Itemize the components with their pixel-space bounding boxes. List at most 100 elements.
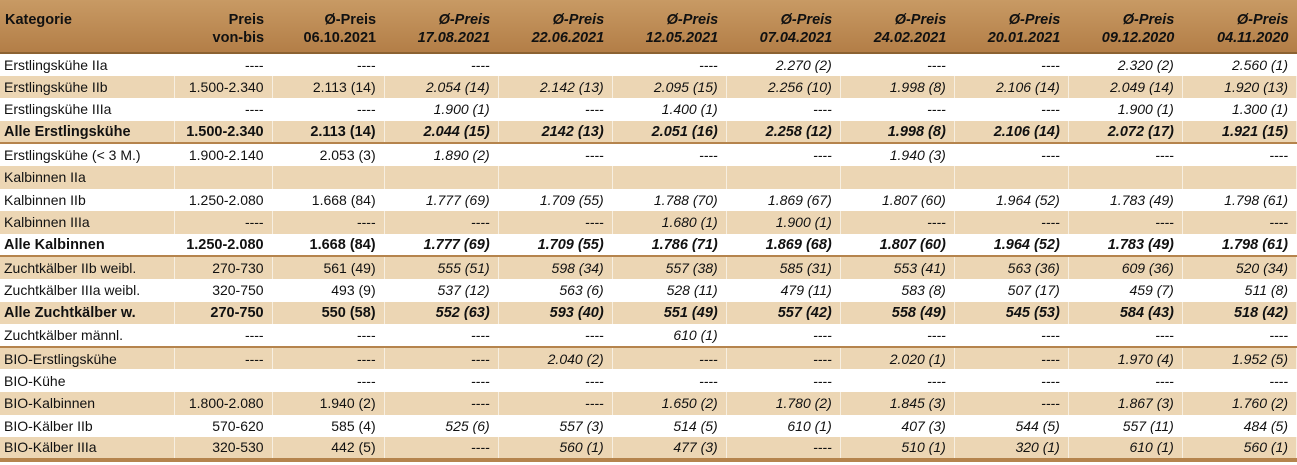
header-avg-price: Ø-Preis 07.04.2021 bbox=[726, 0, 841, 54]
row-avg-price: ---- bbox=[384, 369, 499, 392]
row-avg-price: 1.709 (55) bbox=[498, 188, 613, 212]
header-avg-price: Ø-Preis 24.02.2021 bbox=[840, 0, 955, 54]
row-avg-price: 2.270 (2) bbox=[726, 53, 841, 76]
row-avg-price: 459 (7) bbox=[1068, 278, 1183, 302]
row-avg-price: 2.106 (14) bbox=[954, 75, 1069, 99]
row-avg-price: 2.320 (2) bbox=[1068, 53, 1183, 76]
header-avg-price: Ø-Preis 09.12.2020 bbox=[1068, 0, 1183, 54]
row-avg-price: 1.777 (69) bbox=[384, 188, 499, 212]
row-avg-price: ---- bbox=[954, 98, 1069, 121]
row-price-range: 570-620 bbox=[174, 414, 273, 438]
row-avg-price: ---- bbox=[498, 211, 613, 234]
row-category: Zuchtkälber IIIa weibl. bbox=[0, 278, 175, 302]
row-avg-price: 545 (53) bbox=[954, 301, 1069, 325]
row-avg-price: 2.049 (14) bbox=[1068, 75, 1183, 99]
row-avg-price: ---- bbox=[840, 369, 955, 392]
row-avg-price: ---- bbox=[954, 324, 1069, 347]
row-avg-price: ---- bbox=[1068, 369, 1183, 392]
row-price-range: 320-530 bbox=[174, 437, 273, 462]
header-row: Kategorie Preis von-bis Ø-Preis 06.10.2021… bbox=[0, 0, 1297, 54]
row-avg-price: 610 (1) bbox=[726, 414, 841, 438]
row-avg-price: 557 (38) bbox=[612, 255, 727, 279]
row-avg-price: ---- bbox=[726, 437, 841, 462]
row-avg-price: 552 (63) bbox=[384, 301, 499, 325]
row-avg-price: ---- bbox=[384, 53, 499, 76]
row-avg-price: 1.760 (2) bbox=[1182, 391, 1297, 415]
row-avg-price: 2.040 (2) bbox=[498, 345, 613, 370]
row-avg-price: 584 (43) bbox=[1068, 301, 1183, 325]
row-category: Alle Erstlingskühe bbox=[0, 120, 175, 144]
header-avg-price: Ø-Preis 20.01.2021 bbox=[954, 0, 1069, 54]
table-row: Erstlingskühe IIIa ---- ---- 1.900 (1) ---- 1… bbox=[0, 98, 1297, 121]
row-avg-price: ---- bbox=[272, 324, 385, 347]
row-avg-price: 1.668 (84) bbox=[272, 188, 385, 212]
row-avg-price: 1.668 (84) bbox=[272, 233, 385, 257]
row-category: Erstlingskühe IIIa bbox=[0, 98, 175, 121]
row-avg-price: ---- bbox=[384, 391, 499, 415]
table-row: Erstlingskühe IIa ---- ---- ---- ---- 2.270 (… bbox=[0, 53, 1297, 76]
row-avg-price: 2.560 (1) bbox=[1182, 53, 1297, 76]
table-body: Erstlingskühe IIa ---- ---- ---- ---- 2.270 (… bbox=[0, 53, 1297, 462]
row-avg-price: 560 (1) bbox=[1182, 437, 1297, 462]
table-row-total: Alle Kalbinnen 1.250-2.080 1.668 (84) 1.777… bbox=[0, 233, 1297, 257]
row-avg-price: 550 (58) bbox=[272, 301, 385, 325]
row-avg-price bbox=[498, 53, 613, 76]
row-avg-price: 558 (49) bbox=[840, 301, 955, 325]
row-avg-price: ---- bbox=[840, 98, 955, 121]
row-avg-price: ---- bbox=[272, 345, 385, 370]
row-avg-price: ---- bbox=[612, 142, 727, 166]
table-row: BIO-Kälber IIb 570-620 585 (4) 525 (6) 557 (… bbox=[0, 414, 1297, 438]
row-price-range bbox=[174, 165, 273, 189]
row-avg-price: 610 (1) bbox=[1068, 437, 1183, 462]
row-avg-price: 1.845 (3) bbox=[840, 391, 955, 415]
row-avg-price: 593 (40) bbox=[498, 301, 613, 325]
row-avg-price: 1.650 (2) bbox=[612, 391, 727, 415]
row-avg-price: 555 (51) bbox=[384, 255, 499, 279]
row-avg-price: ---- bbox=[954, 345, 1069, 370]
row-avg-price: ---- bbox=[840, 324, 955, 347]
row-avg-price: 2.072 (17) bbox=[1068, 120, 1183, 144]
row-avg-price: 1.998 (8) bbox=[840, 120, 955, 144]
row-avg-price: 1.786 (71) bbox=[612, 233, 727, 257]
row-avg-price: 1.920 (13) bbox=[1182, 75, 1297, 99]
table-row: Kalbinnen IIa bbox=[0, 165, 1297, 189]
row-category: Kalbinnen IIIa bbox=[0, 211, 175, 234]
header-price-range: Preis von-bis bbox=[174, 0, 273, 54]
row-avg-price: ---- bbox=[272, 369, 385, 392]
table-row: Kalbinnen IIb 1.250-2.080 1.668 (84) 1.777 … bbox=[0, 188, 1297, 212]
row-avg-price: 525 (6) bbox=[384, 414, 499, 438]
row-avg-price: ---- bbox=[384, 345, 499, 370]
row-avg-price: ---- bbox=[384, 324, 499, 347]
row-category: BIO-Erstlingskühe bbox=[0, 345, 175, 370]
row-avg-price: ---- bbox=[498, 369, 613, 392]
row-avg-price: ---- bbox=[1068, 211, 1183, 234]
row-avg-price: 1.900 (1) bbox=[726, 211, 841, 234]
row-avg-price: 1.300 (1) bbox=[1182, 98, 1297, 121]
row-avg-price: 510 (1) bbox=[840, 437, 955, 462]
row-avg-price bbox=[272, 165, 385, 189]
row-avg-price: 518 (42) bbox=[1182, 301, 1297, 325]
row-category: Kalbinnen IIb bbox=[0, 188, 175, 212]
row-avg-price bbox=[1068, 165, 1183, 189]
row-avg-price: ---- bbox=[726, 142, 841, 166]
row-price-range: ---- bbox=[174, 98, 273, 121]
row-avg-price bbox=[840, 165, 955, 189]
row-avg-price: ---- bbox=[954, 53, 1069, 76]
row-avg-price: 493 (9) bbox=[272, 278, 385, 302]
row-avg-price: 520 (34) bbox=[1182, 255, 1297, 279]
row-avg-price: 563 (6) bbox=[498, 278, 613, 302]
row-avg-price: ---- bbox=[840, 211, 955, 234]
row-avg-price: ---- bbox=[726, 369, 841, 392]
row-category: Zuchtkälber IIb weibl. bbox=[0, 255, 175, 279]
row-avg-price: 1.964 (52) bbox=[954, 188, 1069, 212]
table-row: Zuchtkälber IIb weibl. 270-730 561 (49) 555… bbox=[0, 255, 1297, 279]
row-avg-price: 1.780 (2) bbox=[726, 391, 841, 415]
row-avg-price: ---- bbox=[612, 53, 727, 76]
table-header: Kategorie Preis von-bis Ø-Preis 06.10.2021… bbox=[0, 0, 1297, 54]
row-avg-price: ---- bbox=[498, 98, 613, 121]
row-avg-price: 507 (17) bbox=[954, 278, 1069, 302]
row-category: BIO-Kalbinnen bbox=[0, 391, 175, 415]
row-avg-price: 1.998 (8) bbox=[840, 75, 955, 99]
row-avg-price: 551 (49) bbox=[612, 301, 727, 325]
row-avg-price: 1.970 (4) bbox=[1068, 345, 1183, 370]
